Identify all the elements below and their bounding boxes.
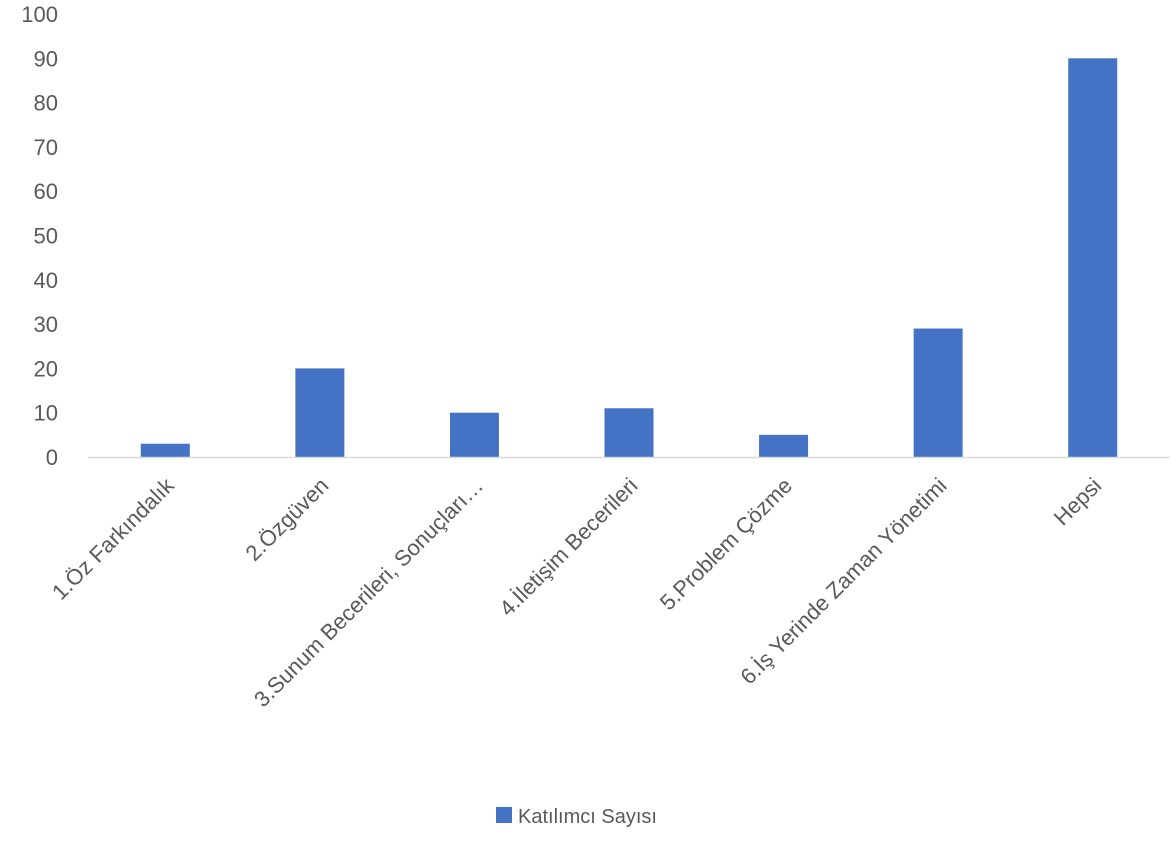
y-tick-label: 20 (34, 356, 58, 381)
x-tick-label: 1.Öz Farkındalık (47, 472, 180, 605)
y-tick-label: 50 (34, 224, 58, 249)
bars (140, 58, 1118, 458)
x-tick-label: Hepsi (1049, 473, 1106, 530)
bar (449, 412, 499, 457)
legend-swatch (496, 807, 512, 823)
y-tick-label: 10 (34, 401, 58, 426)
y-tick-label: 30 (34, 312, 58, 337)
legend-label: Katılımcı Sayısı (518, 806, 657, 828)
x-tick-label: 4.İletişim Becerileri (494, 473, 642, 621)
bar (140, 443, 190, 457)
bar (604, 408, 654, 457)
bar (913, 328, 963, 457)
y-tick-label: 60 (34, 179, 58, 204)
y-tick-label: 100 (21, 2, 58, 27)
y-tick-label: 80 (34, 91, 58, 116)
y-tick-label: 0 (46, 445, 58, 470)
y-axis-ticks: 0 10 20 30 40 50 60 70 80 90 100 (21, 2, 58, 470)
x-tick-label: 5.Problem Çözme (655, 473, 797, 615)
x-tick-label: 2.Özgüven (240, 473, 333, 566)
bar (295, 368, 345, 457)
bar (1068, 58, 1118, 458)
y-tick-label: 40 (34, 268, 58, 293)
legend: Katılımcı Sayısı (496, 806, 657, 828)
bar (759, 434, 809, 457)
y-tick-label: 90 (34, 46, 58, 71)
y-tick-label: 70 (34, 135, 58, 160)
